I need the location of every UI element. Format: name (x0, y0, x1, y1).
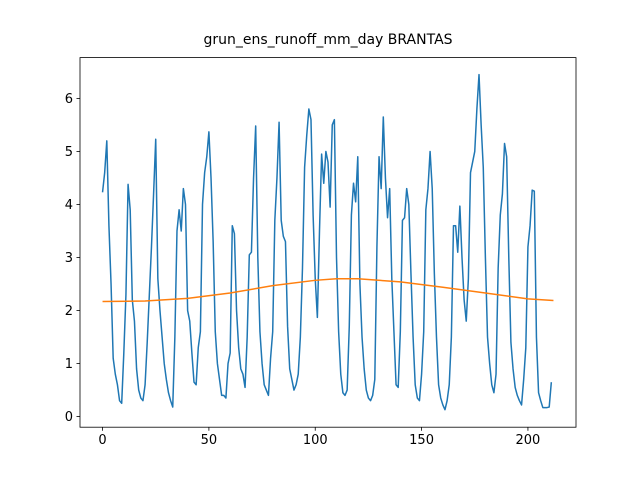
x-tick-label: 100 (303, 433, 328, 448)
chart-title: grun_ens_runoff_mm_day BRANTAS (203, 32, 452, 48)
x-tick-label: 150 (409, 433, 434, 448)
y-tick-label: 0 (65, 410, 73, 425)
x-tick-label: 50 (201, 433, 218, 448)
y-tick-label: 3 (65, 251, 73, 266)
x-tick-label: 0 (98, 433, 106, 448)
y-tick-label: 1 (65, 357, 73, 372)
y-tick-label: 2 (65, 304, 73, 319)
y-tick-label: 4 (65, 198, 73, 213)
y-tick-label: 6 (65, 92, 73, 107)
series-line (102, 277, 554, 303)
y-tick-label: 5 (65, 145, 73, 160)
axes-frame (79, 57, 577, 428)
x-tick-label: 200 (516, 433, 541, 448)
series-line (101, 73, 553, 411)
